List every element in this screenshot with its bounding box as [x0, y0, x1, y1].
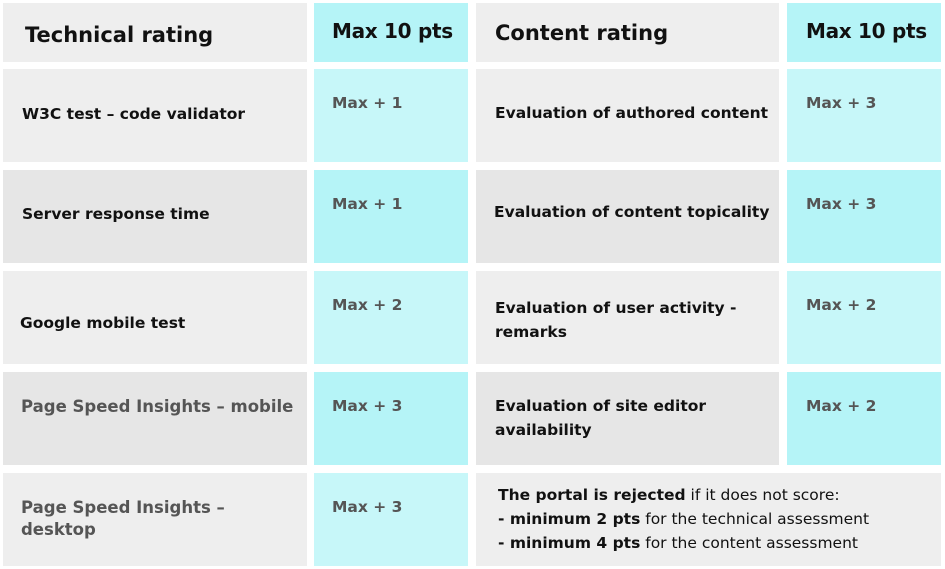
row-3-technical-pts-cell: Max + 2 [314, 271, 468, 364]
row-2-content-label: Evaluation of content topicality [494, 203, 770, 221]
rejection-line-technical: - minimum 2 pts for the technical assess… [498, 507, 938, 531]
row-3-content-label: Evaluation of user activity - remarks [495, 299, 737, 341]
row-2-content-pts: Max + 3 [806, 195, 877, 213]
row-4-technical-cell: Page Speed Insights – mobile [3, 372, 307, 465]
header-technical-cell: Technical rating [3, 3, 307, 62]
row-1-content-cell: Evaluation of authored content [476, 69, 779, 162]
row-3-content-pts: Max + 2 [806, 296, 877, 314]
header-content-max-cell: Max 10 pts [787, 3, 941, 62]
row-3-technical-cell: Google mobile test [3, 271, 307, 364]
header-technical-rating: Technical rating [25, 23, 214, 47]
rejection-line1-dash: - [498, 510, 510, 528]
row-4-content-label: Evaluation of site editor availability [495, 397, 707, 439]
row-4-technical-label: Page Speed Insights – mobile [21, 397, 294, 416]
row-5-technical-pts: Max + 3 [332, 498, 403, 516]
row-5-technical-cell: Page Speed Insights – desktop [3, 473, 307, 566]
rejection-lead-bold: The portal is rejected [498, 486, 686, 504]
rejection-note-cell: The portal is rejected if it does not sc… [476, 473, 941, 566]
row-2-technical-label: Server response time [22, 205, 210, 223]
rejection-note: The portal is rejected if it does not sc… [498, 483, 938, 555]
row-1-technical-pts: Max + 1 [332, 94, 403, 112]
row-1-technical-label: W3C test – code validator [22, 105, 246, 123]
rejection-line2-dash: - [498, 534, 510, 552]
row-1-technical-pts-cell: Max + 1 [314, 69, 468, 162]
row-5-technical-label: Page Speed Insights – desktop [21, 498, 225, 539]
row-5-technical-pts-cell: Max + 3 [314, 473, 468, 566]
rejection-line1-bold: minimum 2 pts [509, 510, 641, 528]
header-technical-max: Max 10 pts [332, 19, 453, 43]
row-2-content-pts-cell: Max + 3 [787, 170, 941, 263]
row-4-technical-pts: Max + 3 [332, 397, 403, 415]
rejection-line-content: - minimum 4 pts for the content assessme… [498, 531, 938, 555]
row-3-content-cell: Evaluation of user activity - remarks [476, 271, 779, 364]
row-4-technical-pts-cell: Max + 3 [314, 372, 468, 465]
row-3-content-pts-cell: Max + 2 [787, 271, 941, 364]
row-1-content-pts: Max + 3 [806, 94, 877, 112]
row-1-content-pts-cell: Max + 3 [787, 69, 941, 162]
rejection-line1-rest: for the technical assessment [640, 510, 870, 528]
row-1-technical-cell: W3C test – code validator [3, 69, 307, 162]
row-2-technical-pts-cell: Max + 1 [314, 170, 468, 263]
row-3-technical-label: Google mobile test [20, 314, 186, 332]
row-2-technical-pts: Max + 1 [332, 195, 403, 213]
header-content-rating: Content rating [495, 21, 669, 45]
header-content-cell: Content rating [476, 3, 779, 62]
row-2-content-cell: Evaluation of content topicality [476, 170, 779, 263]
row-4-content-cell: Evaluation of site editor availability [476, 372, 779, 465]
row-3-technical-pts: Max + 2 [332, 296, 403, 314]
rejection-line2-rest: for the content assessment [640, 534, 858, 552]
row-4-content-pts-cell: Max + 2 [787, 372, 941, 465]
row-1-content-label: Evaluation of authored content [495, 104, 769, 122]
row-2-technical-cell: Server response time [3, 170, 307, 263]
rejection-lead-rest: if it does not score: [685, 486, 840, 504]
rejection-line2-bold: minimum 4 pts [509, 534, 641, 552]
rejection-lead: The portal is rejected if it does not sc… [498, 483, 938, 507]
row-4-content-pts: Max + 2 [806, 397, 877, 415]
header-technical-max-cell: Max 10 pts [314, 3, 468, 62]
header-content-max: Max 10 pts [806, 19, 927, 43]
